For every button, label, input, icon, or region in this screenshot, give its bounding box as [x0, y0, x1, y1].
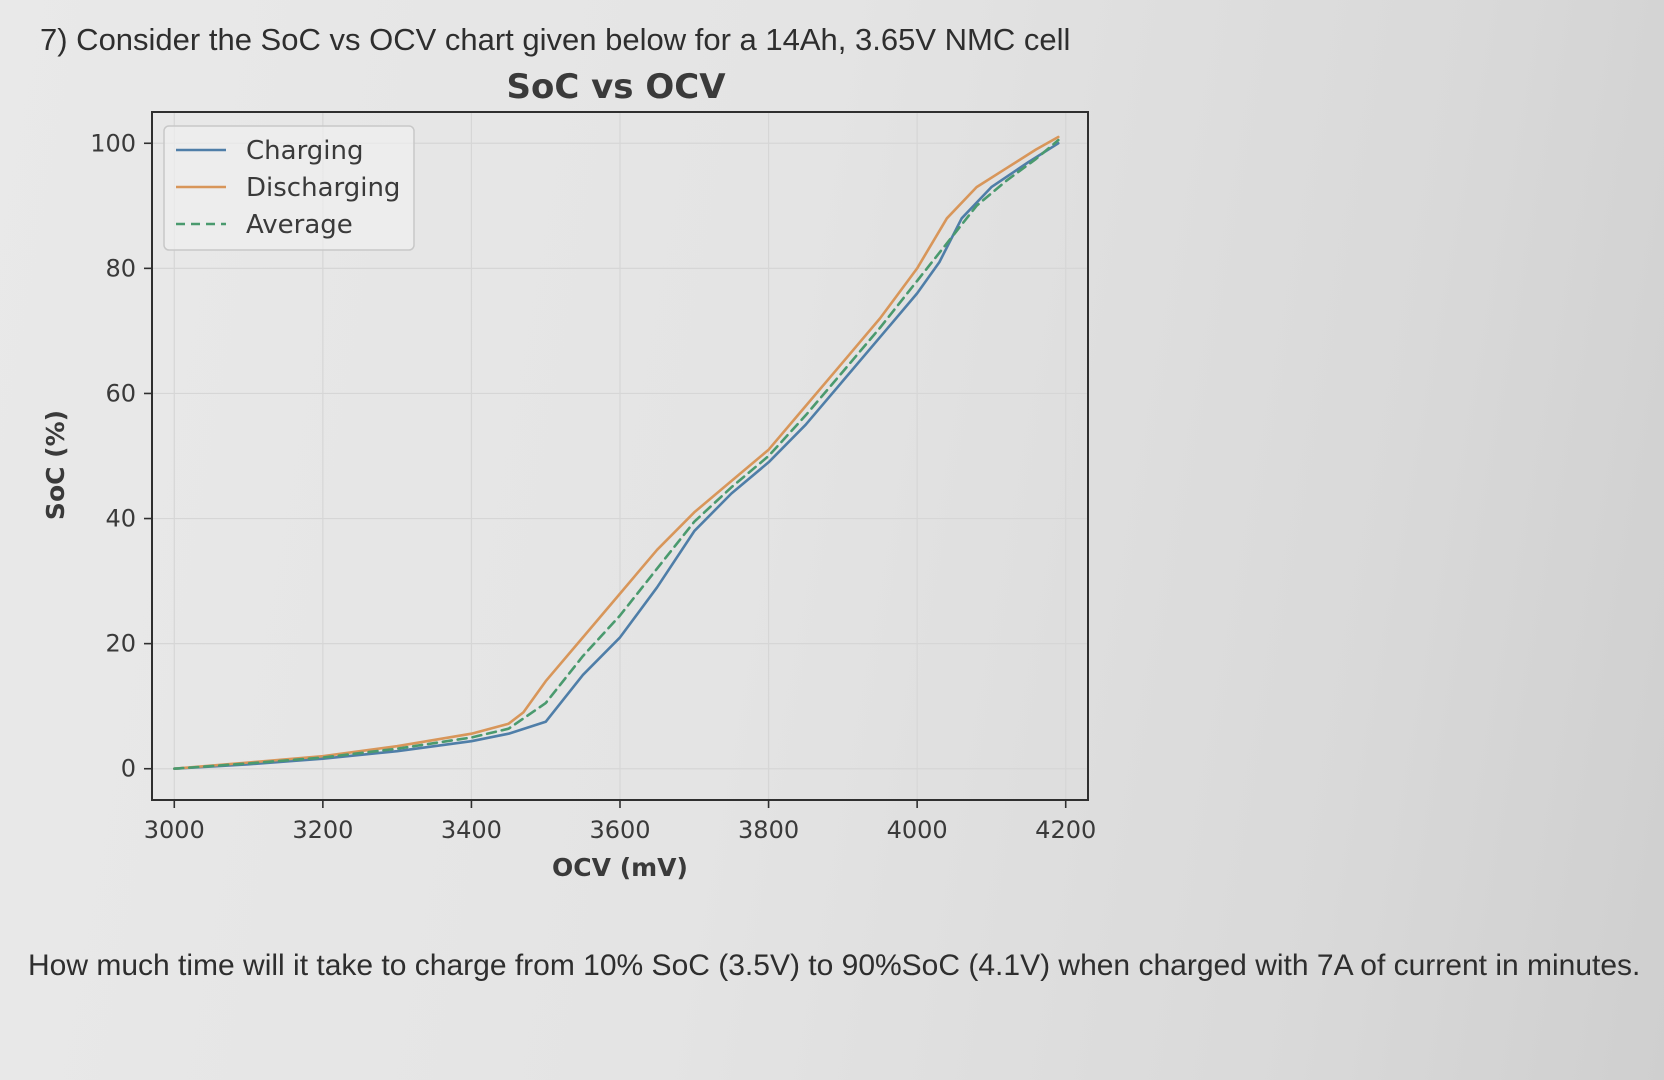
y-tick-label: 80	[105, 254, 136, 282]
chart-title: SoC vs OCV	[506, 67, 726, 107]
x-axis-title: OCV (mV)	[552, 853, 688, 882]
x-tick-label: 3600	[589, 816, 650, 844]
y-tick-label: 40	[105, 505, 136, 533]
legend-label-discharging: Discharging	[246, 173, 400, 203]
y-tick-label: 20	[105, 630, 136, 658]
y-tick-label: 60	[105, 379, 136, 407]
legend-label-charging: Charging	[246, 136, 364, 166]
x-tick-label: 3800	[738, 816, 799, 844]
soc-vs-ocv-chart: SoC vs OCV 3000 3200 3400 3600 3800 4000 4200 0…	[41, 67, 1096, 882]
series-line-discharging	[173, 135, 1060, 770]
legend-label-average: Average	[246, 210, 353, 240]
grid-lines	[152, 112, 1088, 800]
legend: Charging Discharging Average	[163, 125, 415, 251]
axis-ticks: 3000 3200 3400 3600 3800 4000 4200 0 20 40 60 80 100	[90, 129, 1096, 844]
series-line-average	[173, 138, 1060, 770]
question-prompt: 7) Consider the SoC vs OCV chart given b…	[40, 22, 1071, 57]
x-tick-label: 4200	[1035, 816, 1096, 844]
y-tick-label: 100	[90, 129, 136, 157]
x-tick-label: 3400	[441, 816, 502, 844]
series-lines	[173, 135, 1060, 770]
y-tick-label: 0	[121, 755, 136, 783]
y-axis-title: SoC (%)	[41, 410, 70, 520]
x-tick-label: 4000	[887, 816, 948, 844]
legend-box	[163, 125, 415, 251]
question-followup: How much time will it take to charge fro…	[28, 949, 1641, 982]
x-tick-label: 3000	[144, 816, 205, 844]
x-tick-label: 3200	[292, 816, 353, 844]
